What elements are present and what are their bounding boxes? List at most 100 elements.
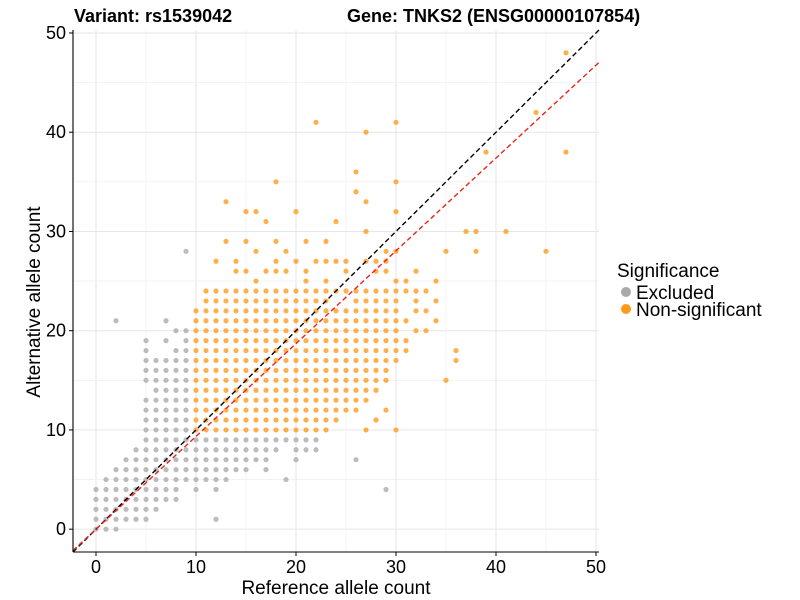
point-excluded: [143, 427, 149, 433]
point-non-significant: [263, 347, 269, 354]
point-non-significant: [283, 298, 289, 304]
point-excluded: [153, 387, 159, 393]
point-excluded: [173, 407, 179, 413]
point-excluded: [313, 437, 319, 443]
point-non-significant: [213, 367, 219, 373]
point-excluded: [143, 377, 149, 383]
point-non-significant: [383, 367, 389, 373]
point-excluded: [203, 437, 209, 443]
point-non-significant: [233, 347, 239, 354]
point-excluded: [353, 457, 359, 463]
point-non-significant: [223, 377, 229, 383]
point-non-significant: [333, 218, 339, 225]
point-non-significant: [243, 357, 249, 364]
point-excluded: [143, 516, 149, 522]
point-excluded: [233, 447, 239, 453]
point-non-significant: [273, 238, 279, 244]
point-excluded: [183, 447, 189, 453]
point-non-significant: [283, 397, 289, 403]
x-tick-label: 10: [186, 557, 206, 577]
point-excluded: [163, 377, 169, 383]
y-tick-label: 30: [46, 221, 66, 241]
point-non-significant: [263, 218, 269, 225]
point-non-significant: [353, 189, 359, 195]
point-excluded: [173, 476, 179, 483]
point-excluded: [223, 437, 229, 443]
point-excluded: [113, 496, 119, 503]
point-non-significant: [323, 377, 329, 383]
point-non-significant: [283, 367, 289, 373]
point-non-significant: [353, 318, 359, 324]
point-non-significant: [313, 338, 319, 344]
point-non-significant: [213, 298, 219, 304]
point-excluded: [123, 457, 129, 463]
point-non-significant: [193, 338, 199, 344]
point-non-significant: [263, 308, 269, 314]
point-non-significant: [303, 278, 309, 284]
point-excluded: [213, 467, 219, 473]
point-non-significant: [383, 298, 389, 304]
point-excluded: [173, 437, 179, 443]
point-non-significant: [293, 367, 299, 373]
point-non-significant: [213, 328, 219, 334]
x-tick-label: 40: [486, 557, 506, 577]
point-non-significant: [343, 268, 349, 274]
point-non-significant: [293, 288, 299, 294]
point-excluded: [143, 506, 149, 512]
point-non-significant: [373, 357, 379, 364]
point-non-significant: [393, 179, 399, 185]
point-non-significant: [273, 417, 279, 423]
point-excluded: [163, 357, 169, 364]
point-non-significant: [193, 367, 199, 373]
point-excluded: [153, 417, 159, 423]
point-non-significant: [443, 248, 449, 254]
point-non-significant: [333, 318, 339, 324]
point-non-significant: [273, 288, 279, 294]
point-non-significant: [213, 347, 219, 354]
point-non-significant: [273, 308, 279, 314]
point-excluded: [163, 486, 169, 493]
point-non-significant: [293, 357, 299, 364]
legend-swatch-non-significant: [621, 304, 631, 314]
point-excluded: [223, 457, 229, 463]
point-non-significant: [413, 268, 419, 274]
point-non-significant: [213, 258, 219, 264]
point-non-significant: [363, 377, 369, 383]
point-excluded: [183, 377, 189, 383]
point-excluded: [113, 486, 119, 493]
point-non-significant: [383, 268, 389, 274]
point-non-significant: [253, 427, 259, 433]
point-non-significant: [303, 288, 309, 294]
point-non-significant: [403, 288, 409, 294]
point-non-significant: [303, 377, 309, 383]
point-non-significant: [213, 357, 219, 364]
point-non-significant: [383, 357, 389, 364]
point-non-significant: [423, 328, 429, 334]
point-excluded: [103, 506, 109, 512]
point-excluded: [173, 496, 179, 503]
point-non-significant: [323, 387, 329, 393]
point-excluded: [173, 397, 179, 403]
point-non-significant: [313, 367, 319, 373]
point-non-significant: [223, 387, 229, 393]
point-non-significant: [343, 387, 349, 393]
point-excluded: [213, 457, 219, 463]
point-excluded: [143, 496, 149, 503]
point-non-significant: [243, 308, 249, 314]
point-non-significant: [263, 298, 269, 304]
point-non-significant: [363, 328, 369, 334]
point-excluded: [93, 496, 99, 503]
reference-line-identity: [72, 29, 600, 553]
point-excluded: [143, 486, 149, 493]
point-non-significant: [313, 119, 319, 125]
point-excluded: [153, 377, 159, 383]
point-non-significant: [243, 397, 249, 403]
point-non-significant: [413, 298, 419, 304]
point-non-significant: [333, 357, 339, 364]
y-tick-label: 0: [56, 519, 66, 539]
point-non-significant: [363, 397, 369, 403]
point-non-significant: [373, 338, 379, 344]
point-non-significant: [303, 407, 309, 413]
point-excluded: [213, 447, 219, 453]
point-excluded: [153, 506, 159, 512]
